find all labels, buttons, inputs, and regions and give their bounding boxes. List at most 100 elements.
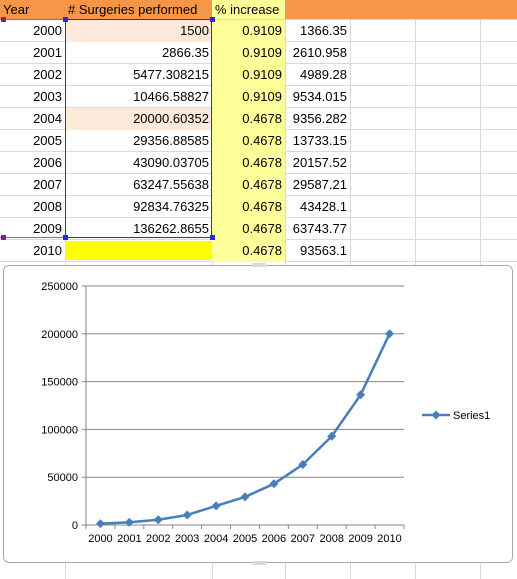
data-point-marker xyxy=(269,479,279,489)
y-tick-label: 50000 xyxy=(47,472,78,484)
legend-marker xyxy=(431,410,441,420)
cell-percent-increase[interactable]: 0.4678 xyxy=(212,174,285,196)
chart-resize-handle[interactable] xyxy=(252,263,266,267)
cell-year[interactable]: 2002 xyxy=(33,67,62,82)
x-tick-label: 2009 xyxy=(348,533,372,545)
data-point-marker xyxy=(356,390,366,400)
cell-year[interactable]: 2001 xyxy=(33,45,62,60)
cell-computed-increase[interactable]: 63743.77 xyxy=(292,221,347,236)
table-row: 2007 63247.55638 0.4678 29587.21 xyxy=(0,174,517,196)
legend-label: Series1 xyxy=(453,410,490,422)
cell-surgeries[interactable]: 5477.308215 xyxy=(133,67,209,82)
row-selection-line xyxy=(0,19,65,20)
cell-computed-increase[interactable]: 43428.1 xyxy=(300,199,347,214)
x-tick-label: 2005 xyxy=(233,533,257,545)
cell-percent-increase[interactable]: 0.4678 xyxy=(212,152,285,174)
cell-computed-increase[interactable]: 13733.15 xyxy=(292,133,347,148)
cell-year[interactable]: 2007 xyxy=(33,177,62,192)
cell-surgeries[interactable]: 1500 xyxy=(65,20,212,42)
selection-handle[interactable] xyxy=(1,17,6,22)
x-tick-label: 2006 xyxy=(262,533,286,545)
cell-computed-increase[interactable]: 4989.28 xyxy=(300,67,347,82)
cell-surgeries[interactable]: 2866.35 xyxy=(162,45,209,60)
chart-plot: 0 50000 100000 150000 200000 250000 2000 2001 20… xyxy=(41,281,490,545)
cell-surgeries[interactable]: 10466.58827 xyxy=(133,89,209,104)
cell-year[interactable]: 2010 xyxy=(33,243,62,258)
cell-year[interactable]: 2003 xyxy=(33,89,62,104)
selection-handle[interactable] xyxy=(63,235,68,240)
header-row: Year # Surgeries performed % increase xyxy=(0,0,517,19)
header-surgeries[interactable]: # Surgeries performed xyxy=(68,2,198,17)
data-point-marker xyxy=(211,501,221,511)
cell-surgeries[interactable]: 20000.60352 xyxy=(65,108,212,130)
x-tick-label: 2001 xyxy=(117,533,141,545)
cell-year[interactable]: 2009 xyxy=(33,221,62,236)
cell-computed-increase[interactable]: 2610.958 xyxy=(292,45,347,60)
table-row: 2006 43090.03705 0.4678 20157.52 xyxy=(0,152,517,174)
selection-handle[interactable] xyxy=(210,235,215,240)
chart-resize-handle[interactable] xyxy=(252,561,266,565)
data-point-marker xyxy=(153,515,163,525)
cell-percent-increase[interactable]: 0.9109 xyxy=(212,20,285,42)
cell-surgeries[interactable]: 136262.8655 xyxy=(133,221,209,236)
cell-computed-increase[interactable]: 1366.35 xyxy=(300,23,347,38)
table-row: 2005 29356.88585 0.4678 13733.15 xyxy=(0,130,517,152)
cell-year[interactable]: 2005 xyxy=(33,133,62,148)
yellow-fill-cell[interactable] xyxy=(65,241,212,260)
cell-percent-increase[interactable]: 0.4678 xyxy=(212,196,285,218)
cell-percent-increase[interactable]: 0.4678 xyxy=(212,240,285,262)
row-gridline xyxy=(0,19,517,20)
table-row: 2004 20000.60352 0.4678 9356.282 xyxy=(0,108,517,130)
x-tick-label: 2010 xyxy=(377,533,401,545)
cell-computed-increase[interactable]: 29587.21 xyxy=(292,177,347,192)
cell-percent-increase[interactable]: 0.9109 xyxy=(212,86,285,108)
header-year[interactable]: Year xyxy=(3,2,30,17)
cell-percent-increase[interactable]: 0.9109 xyxy=(212,64,285,86)
cell-surgeries[interactable]: 63247.55638 xyxy=(133,177,209,192)
row-selection-line xyxy=(0,237,65,238)
cell-computed-increase[interactable]: 20157.52 xyxy=(292,155,347,170)
selection-handle[interactable] xyxy=(1,235,6,240)
x-tick-label: 2000 xyxy=(88,533,112,545)
table-row: 2008 92834.76325 0.4678 43428.1 xyxy=(0,196,517,218)
cell-computed-increase[interactable]: 9356.282 xyxy=(292,111,347,126)
cell-year[interactable]: 2008 xyxy=(33,199,62,214)
cell-percent-increase[interactable]: 0.4678 xyxy=(212,218,285,240)
cell-computed-increase[interactable]: 9534.015 xyxy=(292,89,347,104)
data-point-marker xyxy=(240,492,250,502)
data-point-marker xyxy=(182,510,192,520)
x-tick-label: 2008 xyxy=(319,533,343,545)
x-tick-label: 2003 xyxy=(175,533,199,545)
data-point-marker xyxy=(124,517,134,527)
data-point-marker xyxy=(327,431,337,441)
cell-percent-increase[interactable]: 0.4678 xyxy=(212,130,285,152)
x-tick-label: 2002 xyxy=(146,533,170,545)
cell-surgeries[interactable]: 92834.76325 xyxy=(133,199,209,214)
selection-handle[interactable] xyxy=(210,17,215,22)
y-tick-label: 100000 xyxy=(41,424,78,436)
data-point-marker xyxy=(95,519,105,529)
x-tick-label: 2004 xyxy=(204,533,228,545)
cell-computed-increase[interactable]: 93563.1 xyxy=(300,243,347,258)
selection-handle[interactable] xyxy=(63,17,68,22)
cell-year[interactable]: 2000 xyxy=(33,23,62,38)
y-tick-label: 0 xyxy=(72,520,78,532)
cell-year[interactable]: 2004 xyxy=(33,111,62,126)
cell-percent-increase[interactable]: 0.4678 xyxy=(212,108,285,130)
header-percent-increase[interactable]: % increase xyxy=(212,0,285,19)
y-tick-label: 200000 xyxy=(41,329,78,341)
table-row: 2003 10466.58827 0.9109 9534.015 xyxy=(0,86,517,108)
cell-percent-increase[interactable]: 0.9109 xyxy=(212,42,285,64)
x-tick-label: 2007 xyxy=(291,533,315,545)
table-row: 2009 136262.8655 0.4678 63743.77 xyxy=(0,218,517,240)
table-row: 2000 1500 0.9109 1366.35 xyxy=(0,20,517,42)
data-point-marker xyxy=(385,329,395,339)
cell-year[interactable]: 2006 xyxy=(33,155,62,170)
data-point-marker xyxy=(298,460,308,470)
cell-surgeries[interactable]: 29356.88585 xyxy=(133,133,209,148)
cell-surgeries[interactable]: 43090.03705 xyxy=(133,155,209,170)
line-chart[interactable]: 0 50000 100000 150000 200000 250000 2000 2001 20… xyxy=(3,263,513,565)
table-row: 2001 2866.35 0.9109 2610.958 xyxy=(0,42,517,64)
y-tick-label: 150000 xyxy=(41,377,78,389)
